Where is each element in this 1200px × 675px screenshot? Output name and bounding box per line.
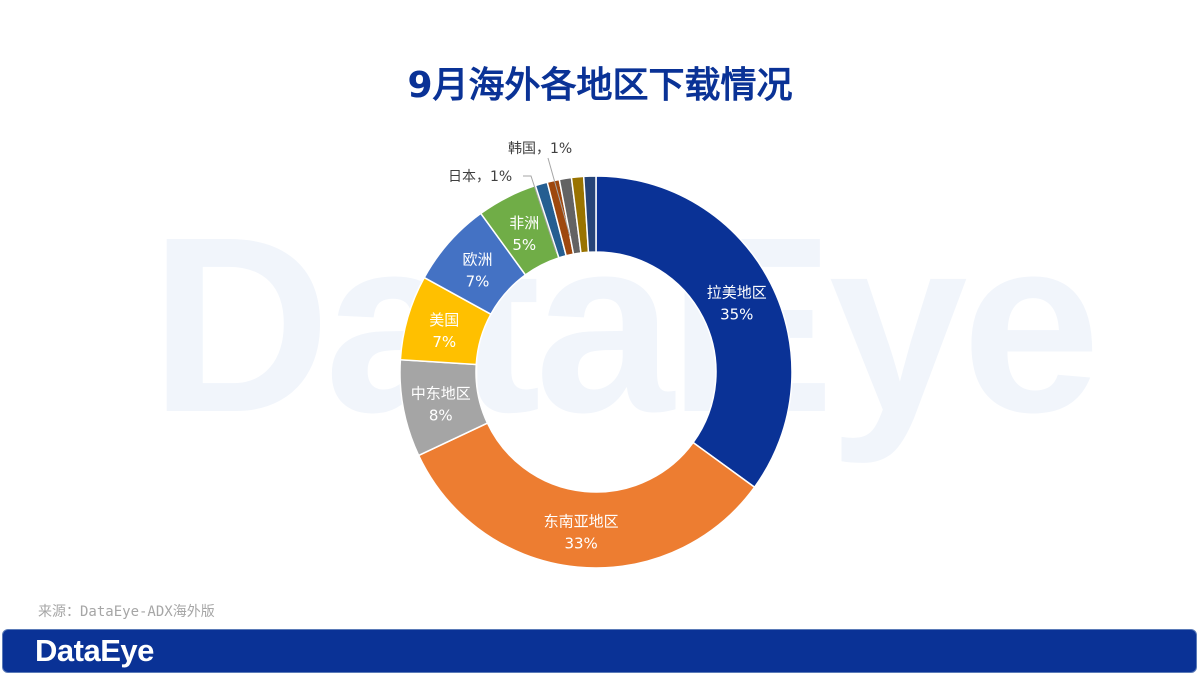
slice-label-name: 欧洲 (462, 251, 492, 269)
label-japan: 日本，1% (448, 169, 512, 185)
slice-labels: 拉美地区 35% 东南亚地区 33% 中东地区 8% 美国 7% 欧洲 7% 非洲 5% (411, 214, 767, 552)
slice-label-value: 7% (432, 333, 456, 351)
slice-label-value: 5% (512, 236, 536, 254)
slice-1 (595, 175, 793, 489)
slice-11 (582, 175, 597, 254)
slice-label-value: 35% (720, 305, 753, 323)
leader-lines (523, 157, 571, 253)
slice-label-name: 东南亚地区 (544, 512, 619, 530)
slice-label-name: 非洲 (509, 214, 539, 232)
footer-bar: DataEye (2, 629, 1197, 673)
slice-label-name: 中东地区 (411, 385, 471, 403)
source-note: 来源：DataEye-ADX海外版 (38, 604, 215, 620)
dataeye-logo: DataEye (35, 633, 154, 668)
slice-label-name: 拉美地区 (707, 283, 767, 301)
label-korea: 韩国，1% (508, 141, 572, 157)
donut-slices (399, 175, 793, 569)
slice-label-name: 美国 (429, 311, 459, 329)
slice-label-value: 33% (564, 534, 597, 552)
slice-2 (417, 422, 756, 569)
slice-label-value: 7% (466, 273, 490, 291)
slice-label-value: 8% (429, 407, 453, 425)
chart-title: 9月海外各地区下载情况 (407, 65, 793, 106)
